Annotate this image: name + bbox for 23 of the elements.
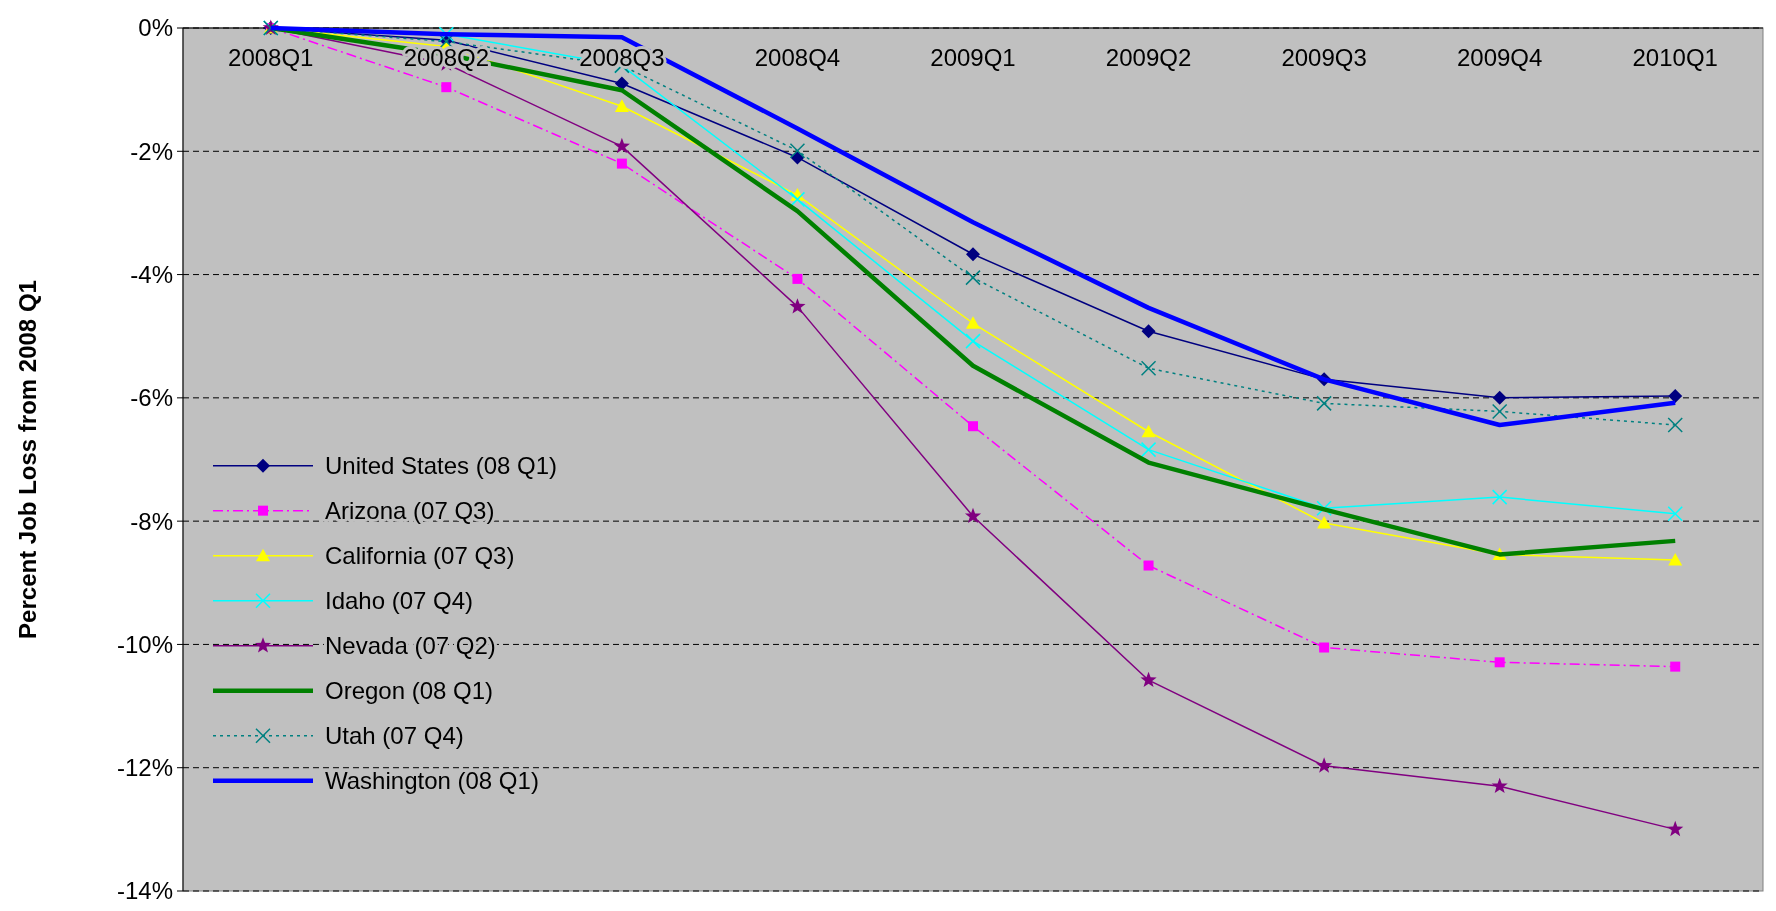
y-tick-label: -6%	[130, 384, 173, 412]
legend-label: Idaho (07 Q4)	[325, 587, 474, 615]
x-tick-label: 2009Q1	[930, 44, 1016, 71]
y-axis-title: Percent Job Loss from 2008 Q1	[14, 280, 41, 639]
y-tick-label: -2%	[130, 137, 173, 165]
x-tick-label: 2009Q4	[1456, 44, 1543, 71]
x-tick-label: 2008Q4	[754, 44, 841, 71]
legend-label: Washington (08 Q1)	[325, 767, 539, 795]
y-tick-label: -10%	[116, 630, 173, 658]
legend-label: California (07 Q3)	[325, 542, 515, 570]
legend-label: Oregon (08 Q1)	[325, 677, 494, 705]
y-tick-label: 0%	[138, 14, 173, 42]
legend-label: Arizona (07 Q3)	[325, 497, 495, 525]
x-tick-label: 2008Q1	[228, 44, 314, 71]
y-tick-label: -4%	[130, 260, 173, 288]
y-tick-label: -8%	[130, 507, 173, 535]
y-tick-label: -12%	[116, 754, 173, 782]
x-tick-label: 2009Q3	[1281, 44, 1367, 71]
legend-label: United States (08 Q1)	[325, 452, 558, 480]
y-tick-label: -14%	[116, 877, 173, 905]
x-tick-label: 2009Q2	[1105, 44, 1192, 71]
x-tick-label: 2010Q1	[1632, 44, 1718, 71]
legend-label: Utah (07 Q4)	[325, 722, 464, 750]
